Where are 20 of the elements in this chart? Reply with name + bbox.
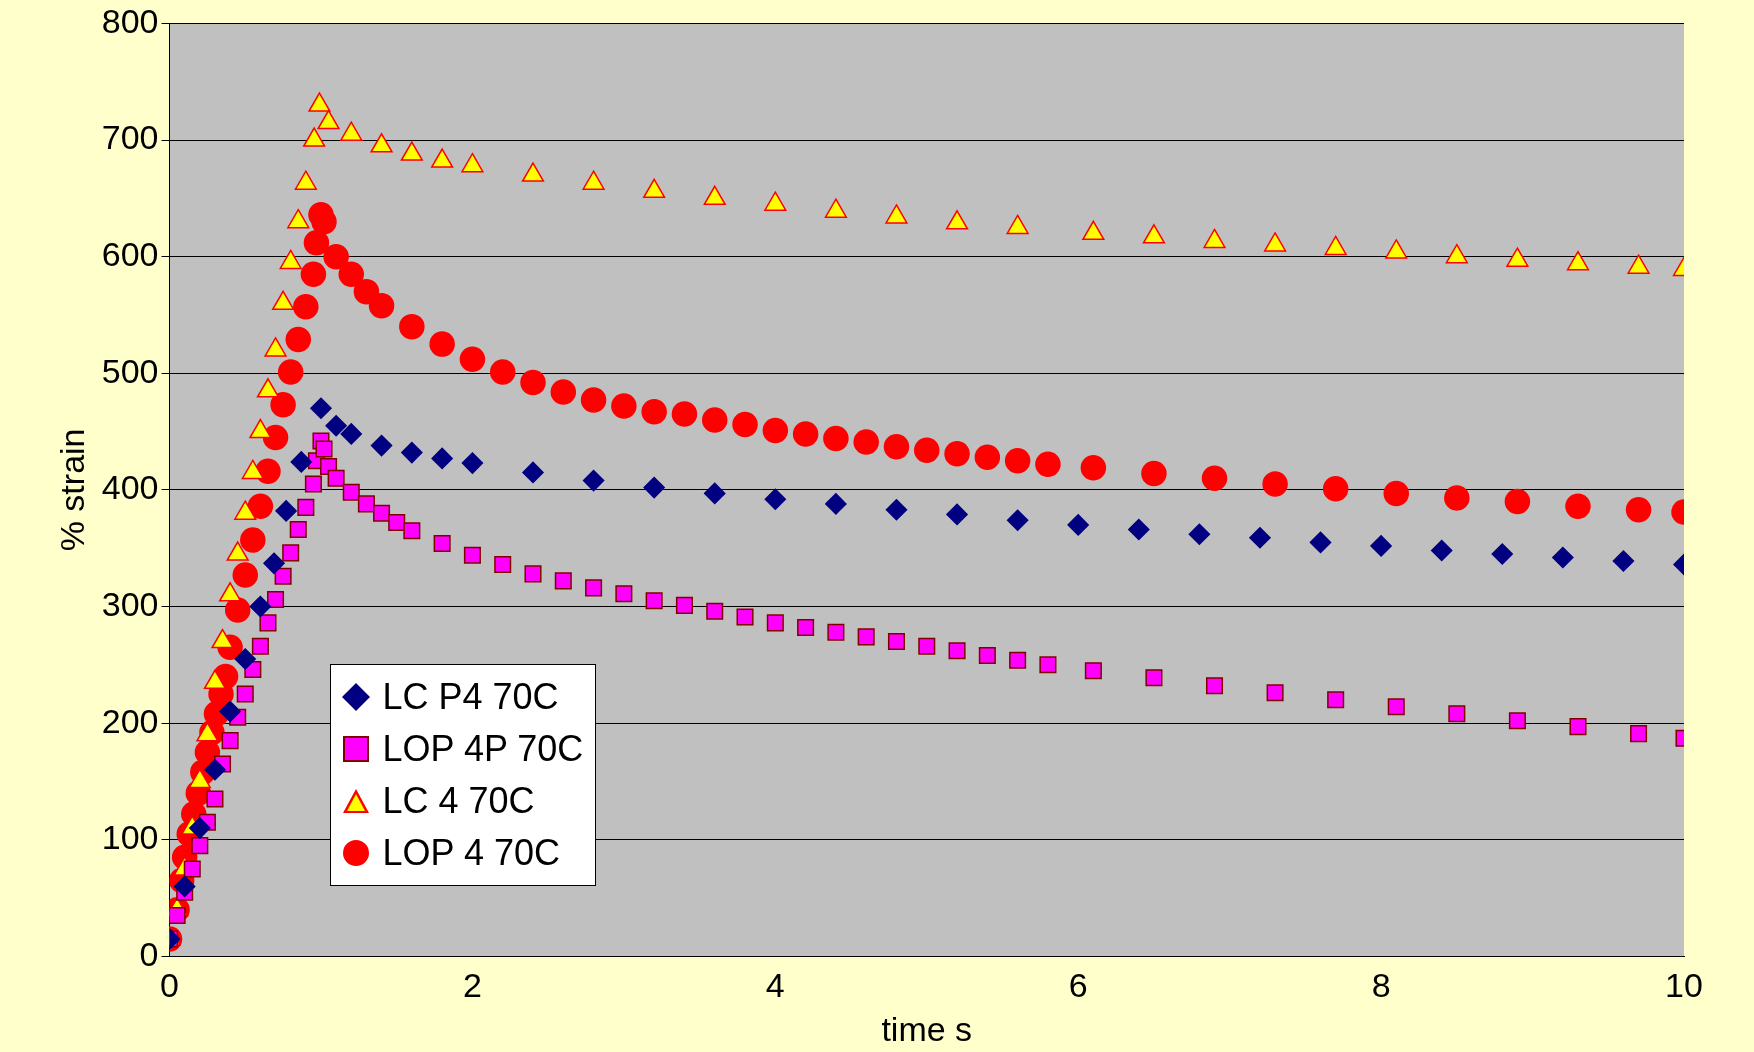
legend-label: LOP 4P 70C [382,728,584,771]
y-tick-label: 600 [101,235,159,274]
y-tick-label: 700 [101,118,159,157]
x-tick-label: 6 [1068,966,1088,1005]
y-tick-label: 300 [101,584,159,623]
y-tick-label: 0 [139,934,159,973]
legend-label: LC 4 70C [382,780,535,823]
x-axis-title: time s [881,1009,973,1048]
y-axis-title: % strain [52,428,91,552]
x-tick-label: 10 [1665,966,1703,1005]
y-tick-label: 400 [101,468,159,507]
y-tick-label: 200 [101,701,159,740]
legend-label: LOP 4 70C [382,832,560,875]
x-tick-label: 2 [462,966,482,1005]
legend-label: LC P4 70C [382,676,559,719]
x-tick-label: 8 [1371,966,1391,1005]
y-tick-label: 100 [101,818,159,857]
y-tick-label: 800 [101,1,159,40]
y-tick-label: 500 [101,351,159,390]
x-tick-label: 4 [765,966,785,1005]
